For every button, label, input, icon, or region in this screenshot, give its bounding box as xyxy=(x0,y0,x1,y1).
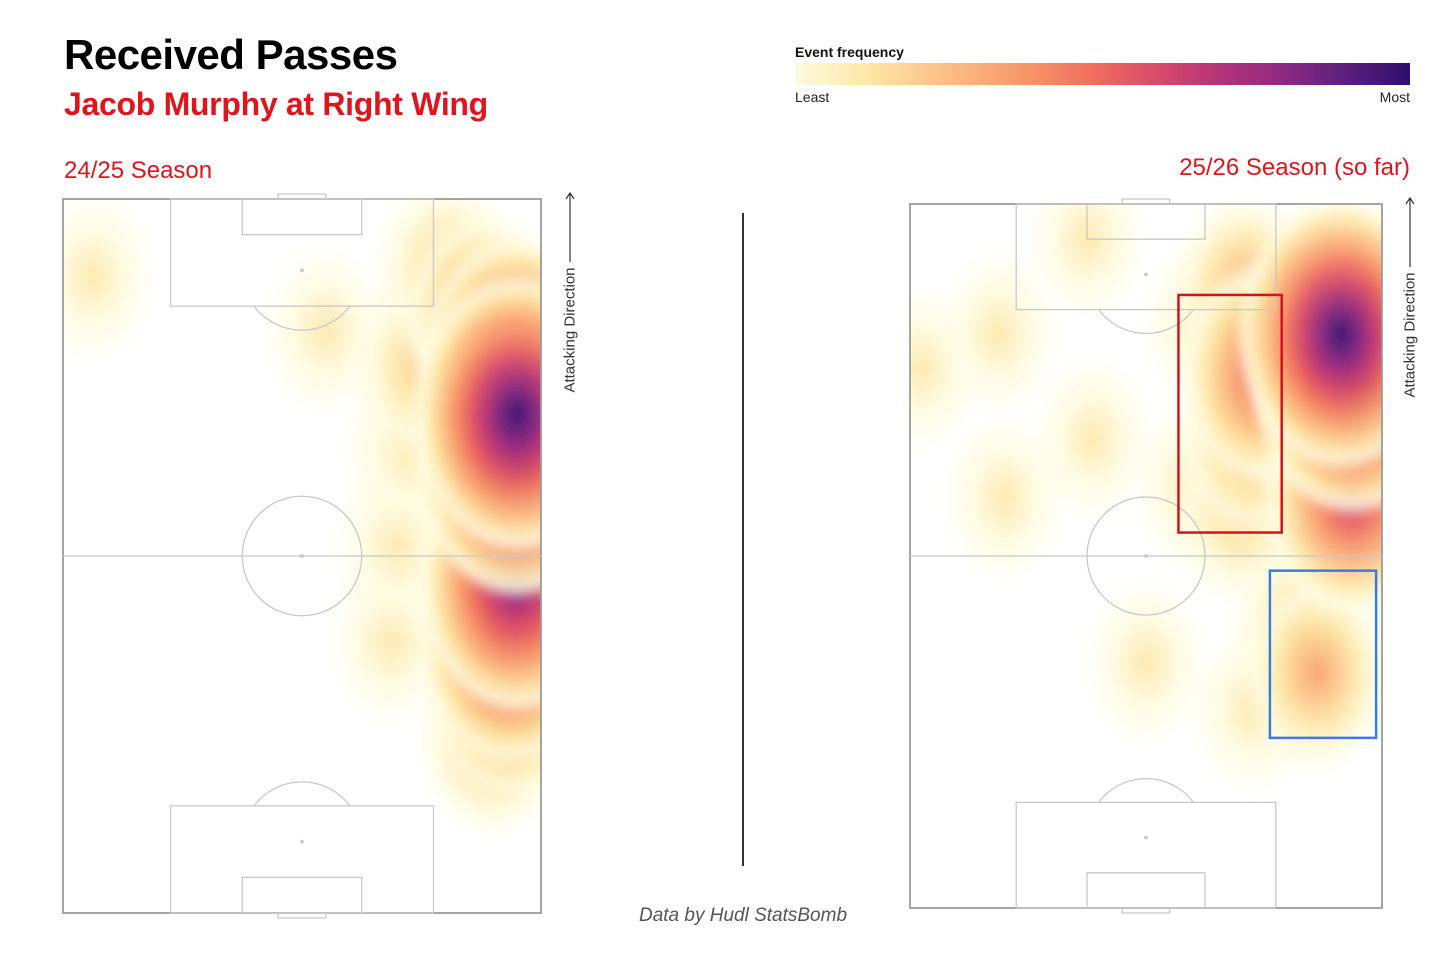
center-spot xyxy=(300,554,304,558)
pitch-markings xyxy=(909,198,1383,914)
heatmap-hotspot xyxy=(940,409,1069,586)
attacking-direction-arrow-icon xyxy=(565,191,575,262)
penalty-area xyxy=(169,805,435,914)
legend-min-label: Least xyxy=(795,89,830,105)
heatmap-hotspot xyxy=(1025,204,1149,325)
penalty-arc xyxy=(1098,309,1194,335)
penalty-arc xyxy=(253,781,351,807)
penalty-arc xyxy=(253,305,351,331)
heatmap-hotspot xyxy=(409,270,541,556)
legend-max-label: Most xyxy=(1379,89,1410,105)
attacking-direction-label: Attacking Direction xyxy=(1401,272,1419,398)
heatmap-hotspot xyxy=(1241,570,1382,776)
center-circle xyxy=(1086,496,1206,616)
legend-color-bar xyxy=(795,63,1410,85)
six-yard-box xyxy=(1086,872,1206,909)
heatmap-hotspot xyxy=(1234,204,1382,474)
season-label-right: 25/26 Season (so far) xyxy=(1179,154,1410,181)
pitch-left-heatmap xyxy=(62,193,542,919)
heatmap-hotspot xyxy=(935,246,1062,420)
highlight-zone-blue xyxy=(1268,569,1378,740)
penalty-spot xyxy=(300,839,304,844)
attacking-direction-left: Attacking Direction xyxy=(560,190,580,405)
color-legend: Event frequency Least Most xyxy=(795,42,1410,112)
heatmap-hotspot xyxy=(63,199,158,366)
panel-divider xyxy=(742,213,744,866)
heatmap-hotspot xyxy=(1082,573,1210,750)
penalty-area xyxy=(1015,801,1277,909)
penalty-spot xyxy=(1144,835,1148,840)
goal xyxy=(277,912,327,919)
pitch-right-heatmap xyxy=(909,198,1383,914)
data-credit: Data by Hudl StatsBomb xyxy=(638,905,848,926)
goal xyxy=(1121,907,1171,914)
penalty-spot xyxy=(1144,272,1148,277)
legend-title: Event frequency xyxy=(795,44,904,60)
chart-title: Received Passes xyxy=(64,31,398,78)
center-spot xyxy=(1144,554,1148,558)
six-yard-box xyxy=(241,198,363,236)
goal xyxy=(1121,198,1171,205)
goal xyxy=(277,193,327,200)
attacking-direction-label: Attacking Direction xyxy=(561,267,579,393)
highlight-zone-red xyxy=(1177,293,1283,534)
heatmap-layer xyxy=(910,204,1382,798)
center-circle xyxy=(241,495,363,617)
penalty-arc xyxy=(1098,777,1194,803)
penalty-spot xyxy=(300,268,304,273)
season-label-left: 24/25 Season xyxy=(64,157,213,184)
chart-subtitle: Jacob Murphy at Right Wing xyxy=(64,86,488,122)
attacking-direction-arrow-icon xyxy=(1405,196,1415,267)
heatmap-layer xyxy=(63,199,541,839)
attacking-direction-right: Attacking Direction xyxy=(1400,195,1420,410)
pitch-markings xyxy=(62,193,542,919)
